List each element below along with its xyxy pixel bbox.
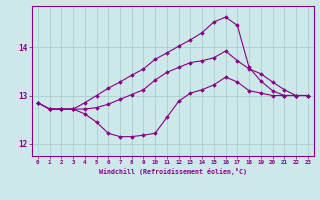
- X-axis label: Windchill (Refroidissement éolien,°C): Windchill (Refroidissement éolien,°C): [99, 168, 247, 175]
